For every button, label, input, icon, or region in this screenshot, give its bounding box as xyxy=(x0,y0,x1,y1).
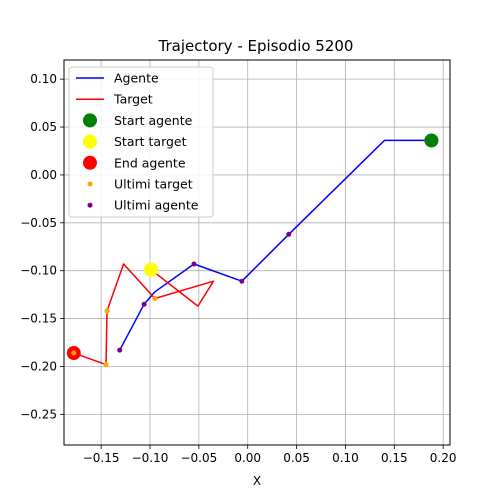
legend-label-end-agente: End agente xyxy=(114,155,186,170)
point-ultimi-target xyxy=(71,350,77,356)
x-tick-label: 0.10 xyxy=(332,451,359,465)
point-start-target xyxy=(143,262,158,277)
x-tick-label: 0.05 xyxy=(283,451,310,465)
y-tick-label: 0.00 xyxy=(30,168,57,182)
legend-swatch-ultimi-agente xyxy=(87,202,93,208)
legend-label-ultimi-target: Ultimi target xyxy=(114,177,193,192)
legend-label-start-agente: Start agente xyxy=(114,113,193,128)
x-tick-label: 0.20 xyxy=(430,451,457,465)
point-ultimi-target xyxy=(152,295,158,301)
point-ultimi-agente xyxy=(117,347,123,353)
legend-swatch-ultimi-target xyxy=(87,181,93,187)
point-ultimi-agente xyxy=(286,231,292,237)
legend-box xyxy=(68,66,214,218)
legend: Agente Target Start agente Start target End … xyxy=(68,66,214,218)
point-ultimi-target xyxy=(103,362,109,368)
point-ultimi-agente xyxy=(239,278,245,284)
legend-label-ultimi-agente: Ultimi agente xyxy=(114,198,199,213)
x-axis-label: X xyxy=(253,474,261,488)
legend-swatch-start-agente xyxy=(83,113,97,128)
chart-title: Trajectory - Episodio 5200 xyxy=(158,37,354,55)
series-line-target xyxy=(73,263,215,366)
point-ultimi-agente xyxy=(191,261,197,267)
point-start-agente xyxy=(424,133,439,148)
x-tick-label: −0.15 xyxy=(83,451,120,465)
axis-ticks: −0.15 −0.10 −0.05 0.00 0.05 0.10 0.15 0.20 0.10 0… xyxy=(20,72,456,465)
point-ultimi-agente xyxy=(141,301,147,307)
y-tick-label: −0.20 xyxy=(20,359,57,373)
legend-swatch-end-agente xyxy=(83,155,97,170)
point-ultimi-target xyxy=(104,308,110,314)
y-tick-label: −0.10 xyxy=(20,264,57,278)
plot-area-frame xyxy=(63,59,451,446)
x-tick-label: 0.00 xyxy=(234,451,261,465)
x-tick-label: −0.05 xyxy=(180,451,217,465)
x-tick-label: −0.10 xyxy=(132,451,169,465)
legend-label-target: Target xyxy=(113,92,153,107)
y-tick-label: −0.15 xyxy=(20,312,57,326)
legend-label-start-target: Start target xyxy=(114,134,187,149)
plot-series xyxy=(66,133,439,368)
legend-label-agente: Agente xyxy=(114,71,159,86)
y-tick-label: 0.10 xyxy=(30,72,57,86)
y-tick-label: −0.05 xyxy=(20,216,57,230)
y-tick-label: −0.25 xyxy=(20,407,57,421)
x-tick-label: 0.15 xyxy=(381,451,408,465)
y-tick-label: 0.05 xyxy=(30,120,57,134)
legend-swatch-start-target xyxy=(83,134,97,149)
series-line-agente xyxy=(119,139,432,351)
